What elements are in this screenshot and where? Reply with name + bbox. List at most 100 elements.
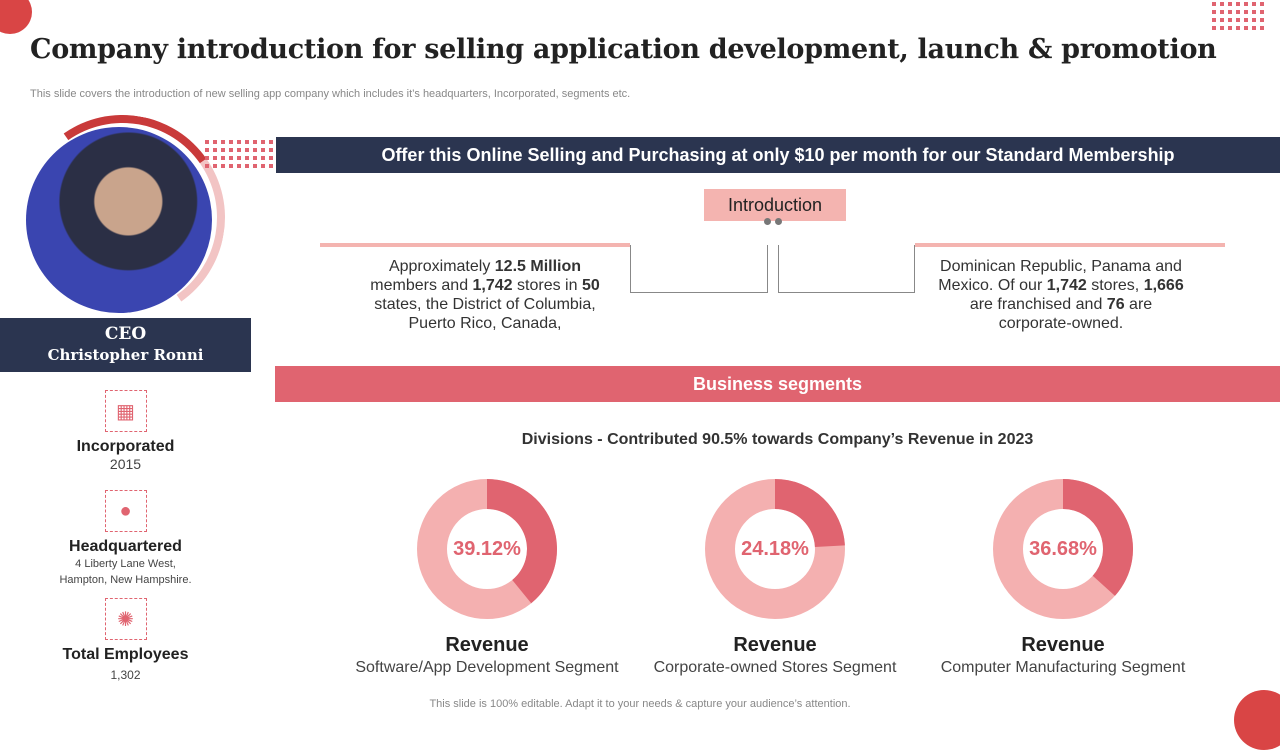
segment-title: Revenue	[1021, 634, 1105, 656]
dot	[1212, 26, 1216, 30]
dot	[221, 140, 225, 144]
dot	[1228, 2, 1232, 6]
page-subtitle: This slide covers the introduction of ne…	[30, 88, 631, 100]
connector-dot	[775, 218, 782, 225]
info-label: Headquartered	[69, 538, 182, 555]
dot	[1244, 10, 1248, 14]
dot	[229, 156, 233, 160]
connector-dot	[764, 218, 771, 225]
dot	[1220, 10, 1224, 14]
connector-left	[630, 245, 768, 293]
segment-label: Revenue Computer Manufacturing Segment	[913, 634, 1213, 677]
dot	[1236, 2, 1240, 6]
dot	[1244, 26, 1248, 30]
dot	[253, 140, 257, 144]
dot	[1260, 26, 1264, 30]
dot	[205, 156, 209, 160]
segment-label: Revenue Corporate-owned Stores Segment	[625, 634, 925, 677]
dot	[213, 156, 217, 160]
dot	[253, 148, 257, 152]
dot	[1220, 26, 1224, 30]
dot	[245, 164, 249, 168]
dot	[261, 140, 265, 144]
dot	[1212, 2, 1216, 6]
segment-title: Revenue	[733, 634, 817, 656]
info-value: 1,302	[110, 668, 141, 682]
donut-chart: 24.18%	[705, 479, 845, 624]
dot	[1228, 10, 1232, 14]
team-icon: ✺	[104, 598, 147, 640]
dot	[213, 164, 217, 168]
dot	[261, 156, 265, 160]
ceo-card: CEO Christopher Ronni	[0, 318, 251, 372]
dot	[1260, 10, 1264, 14]
dot	[1252, 2, 1256, 6]
donut-slice	[487, 479, 557, 604]
dot-pattern	[205, 140, 273, 168]
dot	[1252, 18, 1256, 22]
page-title: Company introduction for selling applica…	[30, 34, 1217, 65]
dot	[213, 148, 217, 152]
dot	[269, 148, 273, 152]
donut-value-label: 39.12%	[453, 537, 521, 560]
donut-value-label: 24.18%	[741, 537, 809, 560]
dot	[237, 164, 241, 168]
dot	[1260, 2, 1264, 6]
segment-name: Computer Manufacturing Segment	[940, 659, 1186, 676]
dot	[1252, 10, 1256, 14]
dot	[1220, 2, 1224, 6]
dot	[205, 140, 209, 144]
calendar-icon: ▦	[104, 390, 147, 432]
donut-chart: 39.12%	[417, 479, 557, 624]
intro-right-text: Dominican Republic, Panama and Mexico. O…	[938, 258, 1184, 332]
donut-chart: 36.68%	[993, 479, 1133, 624]
dot	[253, 164, 257, 168]
ceo-role: CEO	[104, 324, 147, 344]
segment-label: Revenue Software/App Development Segment	[337, 634, 637, 677]
segment-name: Corporate-owned Stores Segment	[653, 659, 897, 676]
info-headquartered: ● Headquartered 4 Liberty Lane West, Ham…	[0, 490, 251, 588]
info-employees: ✺ Total Employees 1,302	[0, 598, 251, 683]
info-value: 2015	[109, 456, 142, 472]
dot	[245, 156, 249, 160]
dot	[261, 164, 265, 168]
dot	[1236, 10, 1240, 14]
dot	[1244, 18, 1248, 22]
dot	[1236, 26, 1240, 30]
donut-slice	[1063, 479, 1133, 596]
offer-banner: Offer this Online Selling and Purchasing…	[276, 137, 1280, 173]
info-label: Total Employees	[62, 646, 189, 663]
segment-name: Software/App Development Segment	[355, 659, 619, 676]
dot	[245, 140, 249, 144]
dot	[253, 156, 257, 160]
dot	[229, 148, 233, 152]
location-pin-icon: ●	[104, 490, 147, 532]
info-incorporated: ▦ Incorporated 2015	[0, 390, 251, 472]
dot	[221, 164, 225, 168]
corner-decoration	[0, 0, 32, 34]
dot	[229, 164, 233, 168]
dot	[1228, 26, 1232, 30]
dot	[1220, 18, 1224, 22]
business-segments-header: Business segments	[275, 366, 1280, 402]
dot	[237, 148, 241, 152]
left-accent-bar	[320, 243, 630, 247]
footer-note: This slide is 100% editable. Adapt it to…	[429, 698, 851, 710]
dot	[205, 148, 209, 152]
ceo-name: Christopher Ronni	[47, 346, 204, 364]
dot	[269, 140, 273, 144]
intro-left-text: Approximately 12.5 Million members and 1…	[370, 258, 600, 332]
dot	[221, 148, 225, 152]
dot	[229, 140, 233, 144]
introduction-label: Introduction	[704, 189, 846, 221]
dot	[205, 164, 209, 168]
info-value: 4 Liberty Lane West,	[75, 558, 176, 570]
dot	[1252, 26, 1256, 30]
info-value: Hampton, New Hampshire.	[59, 574, 192, 586]
dot	[213, 140, 217, 144]
dot	[1228, 18, 1232, 22]
dot	[1212, 10, 1216, 14]
ceo-photo	[26, 127, 212, 313]
dot	[1236, 18, 1240, 22]
dot	[221, 156, 225, 160]
